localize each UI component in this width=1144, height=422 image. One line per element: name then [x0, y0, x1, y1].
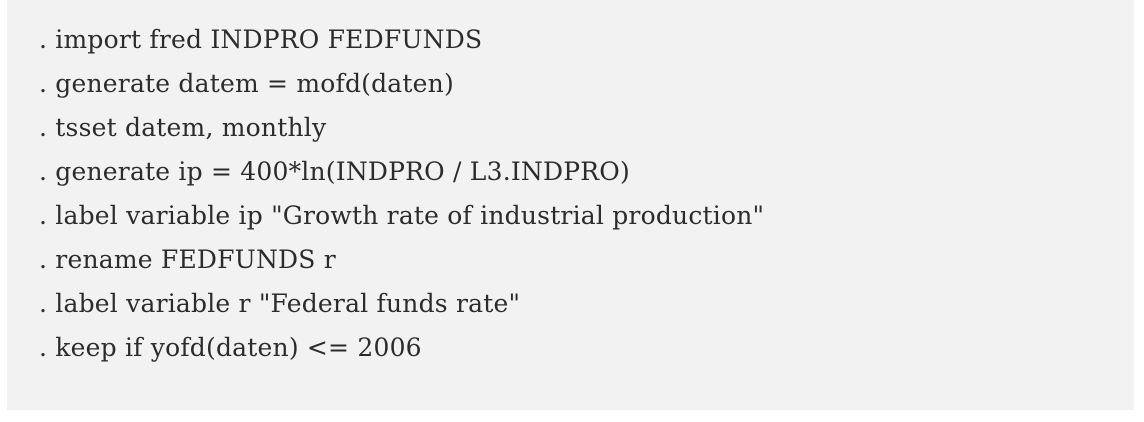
- code-line-1: . import fred INDPRO FEDFUNDS: [39, 25, 483, 54]
- code-line-7: . label variable r "Federal funds rate": [39, 289, 521, 318]
- code-line-4: . generate ip = 400*ln(INDPRO / L3.INDPR…: [39, 157, 630, 186]
- code-line-5: . label variable ip "Growth rate of indu…: [39, 201, 765, 230]
- code-line-3: . tsset datem, monthly: [39, 113, 327, 142]
- code-line-8: . keep if yofd(daten) <= 2006: [39, 333, 422, 362]
- code-line-6: . rename FEDFUNDS r: [39, 245, 336, 274]
- code-line-2: . generate datem = mofd(daten): [39, 69, 454, 98]
- code-block: . import fred INDPRO FEDFUNDS . generate…: [7, 0, 1134, 410]
